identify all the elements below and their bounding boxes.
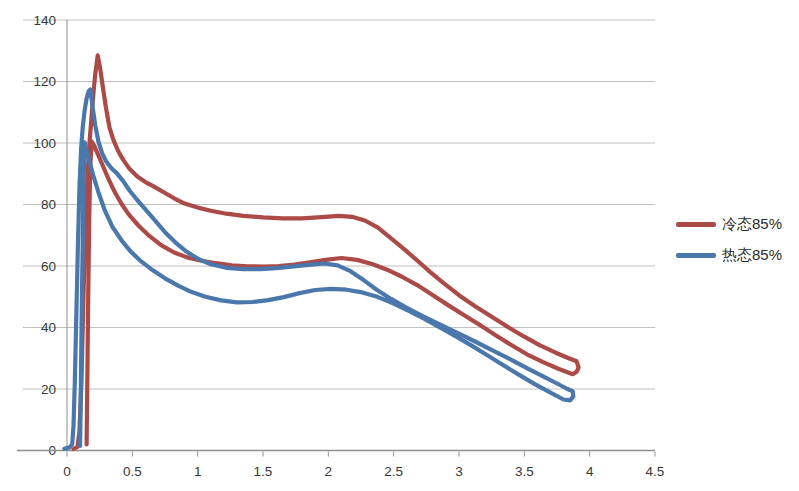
x-tick-label: 2.5 xyxy=(384,464,403,479)
x-tick-label: 0.5 xyxy=(123,464,142,479)
series-line-0[interactable] xyxy=(74,55,579,449)
x-tick-label: 3 xyxy=(455,464,463,479)
y-tick-label: 120 xyxy=(33,74,56,89)
y-tick-label: 60 xyxy=(41,259,56,274)
x-tick-label: 4.5 xyxy=(646,464,665,479)
y-tick-label: 80 xyxy=(41,197,56,212)
legend-swatch-icon xyxy=(676,222,716,227)
x-tick-label: 1 xyxy=(194,464,202,479)
x-tick-label: 3.5 xyxy=(515,464,534,479)
y-tick-label: 100 xyxy=(33,136,56,151)
chart-canvas: 02040608010012014000.511.522.533.544.5 冷… xyxy=(0,0,799,491)
legend-swatch-icon xyxy=(676,253,716,258)
legend-label: 热态85% xyxy=(722,246,782,265)
legend-item-1[interactable]: 热态85% xyxy=(676,243,798,267)
x-tick-label: 1.5 xyxy=(254,464,273,479)
legend-label: 冷态85% xyxy=(722,215,782,234)
x-tick-label: 0 xyxy=(63,464,71,479)
y-tick-label: 40 xyxy=(41,320,56,335)
y-tick-label: 140 xyxy=(33,13,56,28)
y-tick-label: 20 xyxy=(41,382,56,397)
legend: 冷态85% 热态85% xyxy=(676,212,798,267)
x-tick-label: 4 xyxy=(586,464,594,479)
x-tick-label: 2 xyxy=(325,464,333,479)
legend-item-0[interactable]: 冷态85% xyxy=(676,212,798,236)
